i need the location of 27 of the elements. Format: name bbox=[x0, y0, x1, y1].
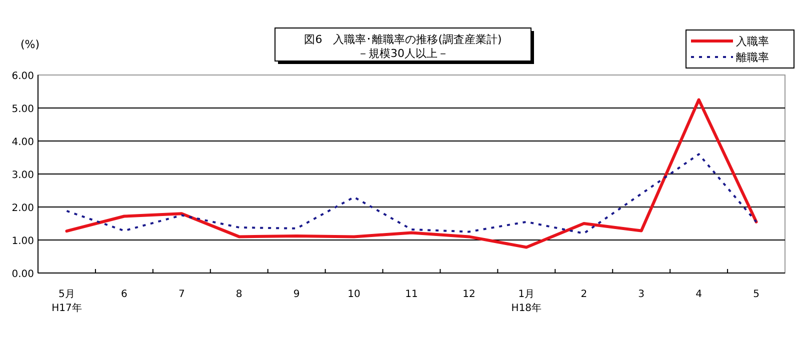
x-tick-label: 10 bbox=[348, 289, 360, 300]
x-tick-label: 2 bbox=[580, 289, 588, 300]
x-tick-label: 9 bbox=[293, 289, 300, 300]
legend-label: 入職率 bbox=[736, 35, 769, 48]
x-tick-label: 7 bbox=[178, 289, 185, 300]
line-series bbox=[65, 98, 758, 249]
y-tick-label: 1.00 bbox=[12, 236, 34, 247]
x-tick-label: 5 bbox=[753, 289, 760, 300]
y-tick-label: 4.00 bbox=[12, 137, 34, 148]
chart-subtitle: －規模30人以上－ bbox=[358, 47, 448, 60]
y-tick-label: 2.00 bbox=[12, 203, 34, 214]
x-tick-label: 3 bbox=[638, 289, 645, 300]
x-tick-label: 11 bbox=[405, 289, 418, 300]
x-tick-label: 1月 H18年 bbox=[511, 289, 542, 314]
legend-label: 離職率 bbox=[736, 51, 769, 64]
y-axis-title: (%) bbox=[20, 38, 40, 51]
x-tick-label: 5月 H17年 bbox=[52, 289, 82, 314]
y-tick-label: 5.00 bbox=[12, 104, 34, 115]
x-tick-label: 8 bbox=[236, 289, 242, 300]
line-series bbox=[66, 153, 758, 234]
y-tick-label: 0.00 bbox=[12, 269, 34, 280]
x-tick-label: 4 bbox=[696, 289, 702, 300]
x-tick-label: 6 bbox=[121, 289, 128, 300]
y-tick-label: 3.00 bbox=[12, 170, 34, 181]
y-tick-label: 6.00 bbox=[12, 71, 34, 82]
chart-title: 図6 入職率･離職率の推移(調査産業計) bbox=[304, 33, 502, 46]
x-tick-label: 12 bbox=[462, 289, 476, 300]
